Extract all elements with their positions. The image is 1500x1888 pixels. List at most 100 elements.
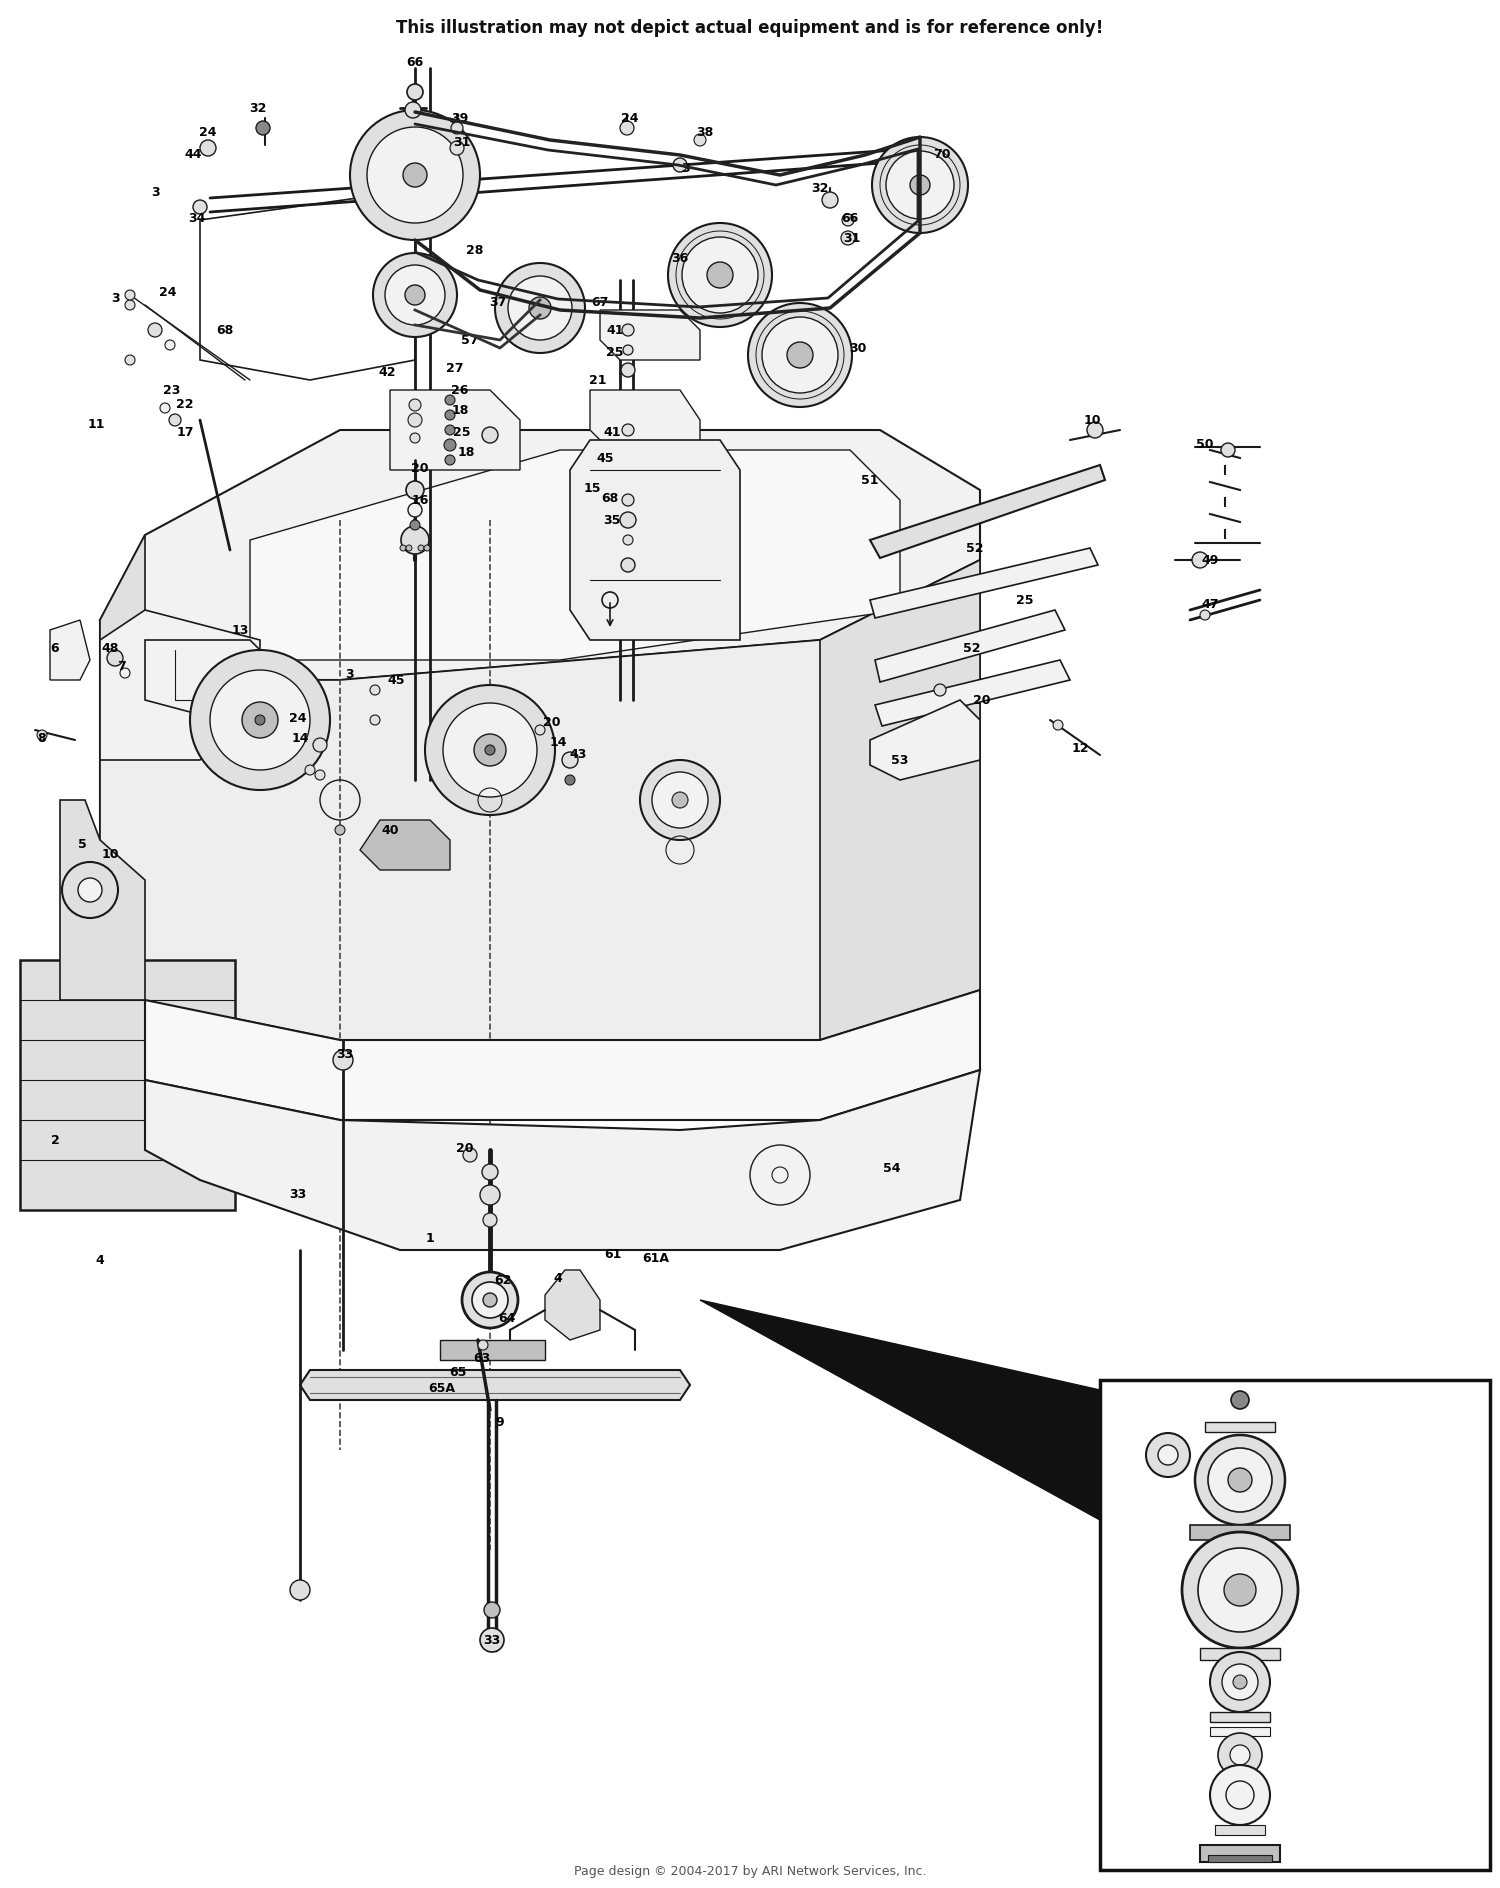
Text: 4: 4 [554, 1271, 562, 1284]
Text: 60: 60 [1299, 1526, 1317, 1539]
Circle shape [444, 440, 456, 451]
Text: Page design © 2004-2017 by ARI Network Services, Inc.: Page design © 2004-2017 by ARI Network S… [573, 1865, 926, 1879]
Circle shape [442, 702, 537, 797]
Text: 69: 69 [1299, 1422, 1317, 1435]
Circle shape [255, 716, 266, 725]
Circle shape [622, 325, 634, 336]
Text: 2: 2 [51, 1133, 60, 1146]
Circle shape [446, 410, 454, 419]
Text: This illustration may not depict actual equipment and is for reference only!: This illustration may not depict actual … [396, 19, 1104, 38]
Polygon shape [570, 440, 740, 640]
Polygon shape [821, 561, 980, 1040]
Text: 52: 52 [963, 642, 981, 655]
Text: 66: 66 [842, 211, 858, 225]
Circle shape [482, 427, 498, 444]
Polygon shape [874, 610, 1065, 682]
Circle shape [620, 121, 634, 136]
Polygon shape [100, 619, 160, 1001]
Text: 54: 54 [884, 1161, 900, 1174]
Circle shape [480, 1186, 500, 1205]
Text: 6: 6 [51, 642, 60, 655]
Text: 48: 48 [102, 642, 118, 655]
Text: 53: 53 [891, 753, 909, 767]
Text: 8: 8 [38, 731, 46, 744]
Text: 31: 31 [843, 232, 861, 245]
Circle shape [190, 649, 330, 789]
Circle shape [408, 413, 422, 427]
Circle shape [419, 546, 424, 551]
Circle shape [374, 253, 458, 336]
Circle shape [1182, 1531, 1298, 1648]
Circle shape [124, 300, 135, 310]
Text: 20: 20 [411, 461, 429, 474]
Text: 64: 64 [498, 1312, 516, 1325]
Circle shape [1208, 1448, 1272, 1512]
Circle shape [314, 738, 327, 751]
Circle shape [446, 455, 454, 464]
Text: 33: 33 [290, 1189, 306, 1201]
Polygon shape [300, 1371, 690, 1401]
Circle shape [871, 138, 968, 232]
Text: 26: 26 [452, 383, 468, 396]
Circle shape [38, 731, 46, 740]
Text: 68: 68 [602, 491, 618, 504]
Circle shape [484, 746, 495, 755]
Text: 24: 24 [290, 712, 306, 725]
Text: 44: 44 [184, 149, 201, 162]
Circle shape [400, 527, 429, 553]
Circle shape [405, 102, 422, 117]
Text: 13: 13 [231, 623, 249, 636]
Text: 25: 25 [1017, 593, 1034, 606]
Text: 1: 1 [426, 1231, 435, 1244]
Circle shape [1198, 1548, 1282, 1631]
Circle shape [1192, 551, 1208, 568]
Text: 37: 37 [489, 296, 507, 308]
Circle shape [410, 398, 422, 412]
Polygon shape [874, 661, 1070, 727]
Polygon shape [146, 989, 980, 1120]
Circle shape [410, 519, 420, 531]
Circle shape [404, 162, 427, 187]
Polygon shape [870, 464, 1106, 559]
Circle shape [640, 761, 720, 840]
Circle shape [509, 276, 572, 340]
Circle shape [483, 1212, 496, 1227]
Circle shape [370, 685, 380, 695]
Circle shape [621, 559, 634, 572]
Text: 61A: 61A [642, 1252, 669, 1265]
Circle shape [452, 123, 464, 134]
Text: 45: 45 [596, 451, 613, 464]
Polygon shape [1200, 1648, 1280, 1660]
Text: ARI: ARI [387, 782, 734, 957]
Text: 34: 34 [189, 211, 206, 225]
Polygon shape [700, 1301, 1100, 1520]
Circle shape [1228, 1469, 1252, 1492]
Text: 10: 10 [1083, 413, 1101, 427]
Text: 17: 17 [177, 425, 194, 438]
Text: 20: 20 [543, 716, 561, 729]
Circle shape [762, 317, 839, 393]
Text: 32: 32 [249, 102, 267, 115]
Text: 55: 55 [1299, 1822, 1317, 1835]
Circle shape [1200, 610, 1210, 619]
Circle shape [370, 716, 380, 725]
Circle shape [622, 495, 634, 506]
Text: 49: 49 [1202, 553, 1218, 566]
Circle shape [446, 395, 454, 406]
Circle shape [530, 296, 550, 319]
Text: 28: 28 [466, 244, 483, 257]
Circle shape [566, 774, 574, 785]
Text: 3: 3 [345, 668, 354, 682]
Circle shape [1210, 1652, 1270, 1712]
Circle shape [1196, 1435, 1286, 1526]
Circle shape [106, 649, 123, 666]
Text: 69: 69 [1299, 1724, 1317, 1737]
Text: 56: 56 [1130, 1675, 1146, 1688]
Circle shape [160, 402, 170, 413]
Circle shape [495, 262, 585, 353]
Text: 3: 3 [111, 291, 120, 304]
Circle shape [674, 159, 687, 172]
Text: 12: 12 [1071, 742, 1089, 755]
Circle shape [472, 1282, 508, 1318]
Text: 32: 32 [812, 181, 828, 194]
